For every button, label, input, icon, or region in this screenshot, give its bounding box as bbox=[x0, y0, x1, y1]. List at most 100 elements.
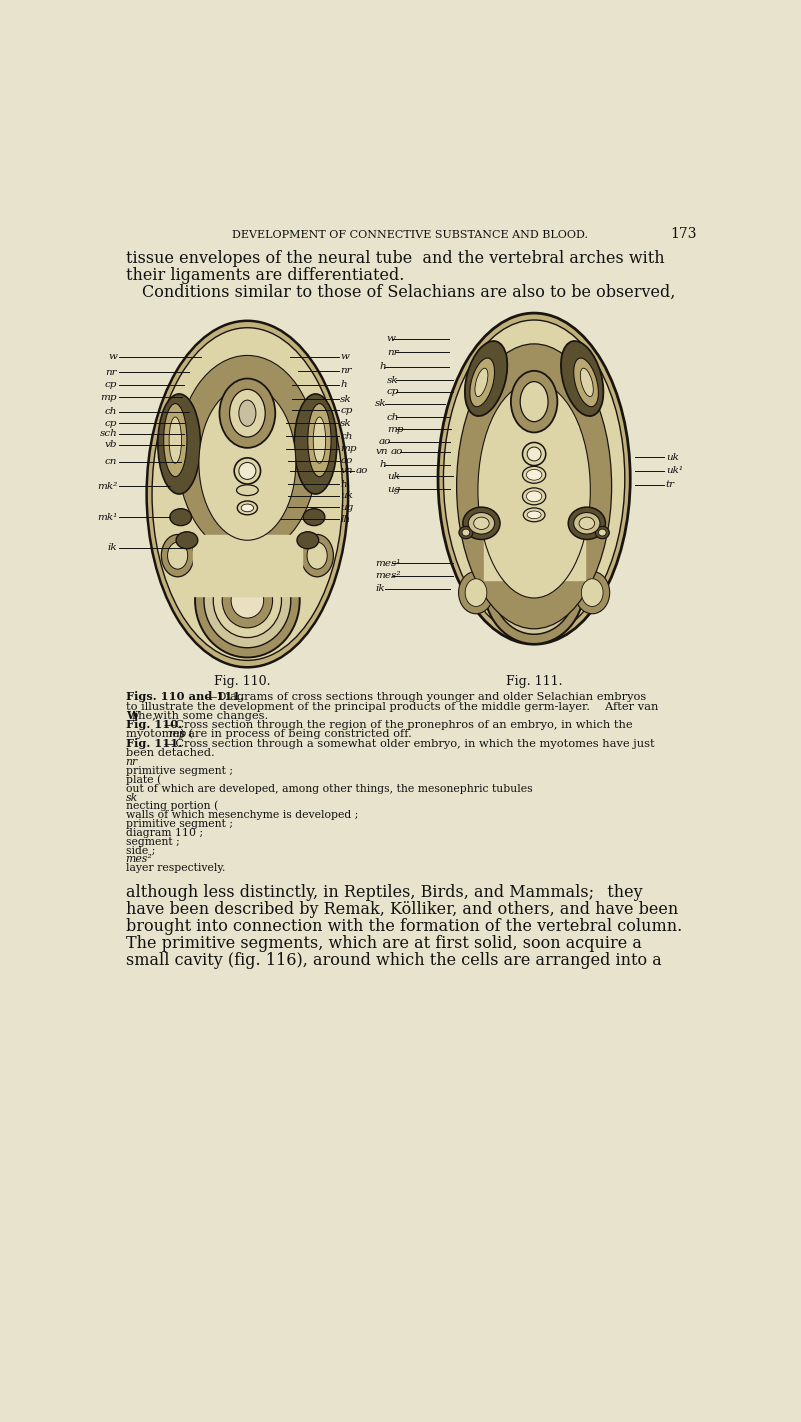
Ellipse shape bbox=[582, 579, 603, 606]
Text: out of which are developed, among other things, the mesonephric tubules: out of which are developed, among other … bbox=[126, 784, 536, 793]
Ellipse shape bbox=[493, 539, 576, 634]
Text: —Cross section through the region of the pronephros of an embryo, in which the: —Cross section through the region of the… bbox=[164, 720, 633, 729]
Ellipse shape bbox=[473, 518, 489, 529]
Ellipse shape bbox=[239, 400, 256, 427]
Ellipse shape bbox=[595, 526, 610, 539]
Text: uk: uk bbox=[666, 452, 678, 462]
Ellipse shape bbox=[574, 512, 600, 535]
Text: ik: ik bbox=[375, 584, 384, 593]
Text: ao: ao bbox=[356, 466, 368, 475]
Ellipse shape bbox=[237, 501, 257, 515]
Ellipse shape bbox=[294, 394, 337, 493]
Ellipse shape bbox=[469, 512, 494, 535]
Text: h: h bbox=[340, 380, 347, 390]
Ellipse shape bbox=[523, 508, 545, 522]
Text: have been described by Remak, Kölliker, and others, and have been: have been described by Remak, Kölliker, … bbox=[126, 902, 678, 919]
Ellipse shape bbox=[204, 553, 291, 648]
Text: Fig. 111.: Fig. 111. bbox=[126, 738, 182, 748]
Text: Fig. 111.: Fig. 111. bbox=[506, 675, 562, 688]
Ellipse shape bbox=[308, 404, 331, 476]
Ellipse shape bbox=[465, 579, 487, 606]
Ellipse shape bbox=[219, 378, 276, 448]
Text: uk¹: uk¹ bbox=[666, 466, 683, 475]
Text: mk¹: mk¹ bbox=[97, 513, 117, 522]
Text: sk: sk bbox=[375, 400, 387, 408]
Bar bbox=[193, 535, 302, 596]
Ellipse shape bbox=[301, 535, 333, 577]
Ellipse shape bbox=[239, 462, 256, 479]
Ellipse shape bbox=[231, 583, 264, 619]
Ellipse shape bbox=[444, 320, 625, 637]
Ellipse shape bbox=[230, 390, 265, 437]
Text: ch: ch bbox=[340, 432, 352, 441]
Text: myotomes (: myotomes ( bbox=[126, 729, 193, 739]
Text: w: w bbox=[340, 353, 349, 361]
Ellipse shape bbox=[501, 549, 566, 624]
Ellipse shape bbox=[465, 341, 507, 417]
Text: primitive segment ;: primitive segment ; bbox=[126, 766, 236, 776]
Ellipse shape bbox=[236, 485, 258, 496]
Ellipse shape bbox=[169, 417, 182, 464]
Bar bbox=[484, 535, 585, 580]
Text: DEVELOPMENT OF CONNECTIVE SUBSTANCE AND BLOOD.: DEVELOPMENT OF CONNECTIVE SUBSTANCE AND … bbox=[232, 230, 588, 240]
Ellipse shape bbox=[195, 543, 300, 657]
Text: —Cross section through a somewhat older embryo, in which the myotomes have just: —Cross section through a somewhat older … bbox=[164, 738, 655, 748]
Ellipse shape bbox=[178, 356, 317, 556]
Text: plate (: plate ( bbox=[126, 774, 161, 785]
Ellipse shape bbox=[463, 508, 500, 539]
Text: vn: vn bbox=[340, 466, 353, 475]
Ellipse shape bbox=[527, 510, 541, 519]
Text: ao: ao bbox=[340, 456, 352, 465]
Text: mes¹: mes¹ bbox=[375, 559, 400, 567]
Ellipse shape bbox=[459, 526, 473, 539]
Text: small cavity (fig. 116), around which the cells are arranged into a: small cavity (fig. 116), around which th… bbox=[126, 951, 662, 968]
Text: layer respectively.: layer respectively. bbox=[126, 863, 225, 873]
Ellipse shape bbox=[152, 327, 343, 660]
Ellipse shape bbox=[213, 563, 281, 637]
Ellipse shape bbox=[568, 508, 606, 539]
Text: tr: tr bbox=[666, 481, 675, 489]
Text: ch: ch bbox=[105, 407, 117, 417]
Text: nr: nr bbox=[387, 348, 399, 357]
Ellipse shape bbox=[527, 447, 541, 461]
Ellipse shape bbox=[520, 381, 548, 422]
Ellipse shape bbox=[167, 542, 187, 569]
Ellipse shape bbox=[307, 542, 327, 569]
Text: brought into connection with the formation of the vertebral column.: brought into connection with the formati… bbox=[126, 919, 682, 936]
Text: diagram 110 ;: diagram 110 ; bbox=[126, 828, 207, 838]
Text: h: h bbox=[340, 479, 347, 489]
Text: mes²: mes² bbox=[126, 855, 152, 865]
Text: nr: nr bbox=[126, 757, 138, 766]
Text: walls of which mesenchyme is developed ;: walls of which mesenchyme is developed ; bbox=[126, 811, 361, 820]
Ellipse shape bbox=[522, 442, 545, 465]
Ellipse shape bbox=[297, 532, 319, 549]
Ellipse shape bbox=[199, 387, 296, 540]
Text: 173: 173 bbox=[670, 228, 697, 242]
Text: sk: sk bbox=[340, 418, 352, 428]
Ellipse shape bbox=[147, 321, 348, 667]
Text: been detached.: been detached. bbox=[126, 748, 215, 758]
Text: W: W bbox=[126, 710, 139, 721]
Text: nr: nr bbox=[340, 367, 352, 375]
Ellipse shape bbox=[458, 572, 493, 614]
Text: w: w bbox=[387, 334, 396, 343]
Ellipse shape bbox=[511, 560, 557, 613]
Text: cn: cn bbox=[105, 458, 117, 466]
Text: mp: mp bbox=[340, 444, 357, 454]
Text: uk: uk bbox=[387, 472, 400, 481]
Ellipse shape bbox=[511, 371, 557, 432]
Text: their ligaments are differentiated.: their ligaments are differentiated. bbox=[126, 267, 404, 284]
Ellipse shape bbox=[462, 529, 470, 536]
Text: sk: sk bbox=[126, 792, 138, 802]
Text: mes²: mes² bbox=[375, 572, 400, 580]
Text: ao: ao bbox=[379, 437, 392, 447]
Ellipse shape bbox=[519, 570, 549, 603]
Text: vb: vb bbox=[105, 441, 117, 449]
Text: mk²: mk² bbox=[97, 482, 117, 491]
Ellipse shape bbox=[579, 518, 594, 529]
Text: ik: ik bbox=[107, 543, 117, 552]
Ellipse shape bbox=[176, 532, 198, 549]
Ellipse shape bbox=[163, 404, 187, 476]
Text: h: h bbox=[379, 461, 386, 469]
Text: lh: lh bbox=[340, 515, 350, 523]
